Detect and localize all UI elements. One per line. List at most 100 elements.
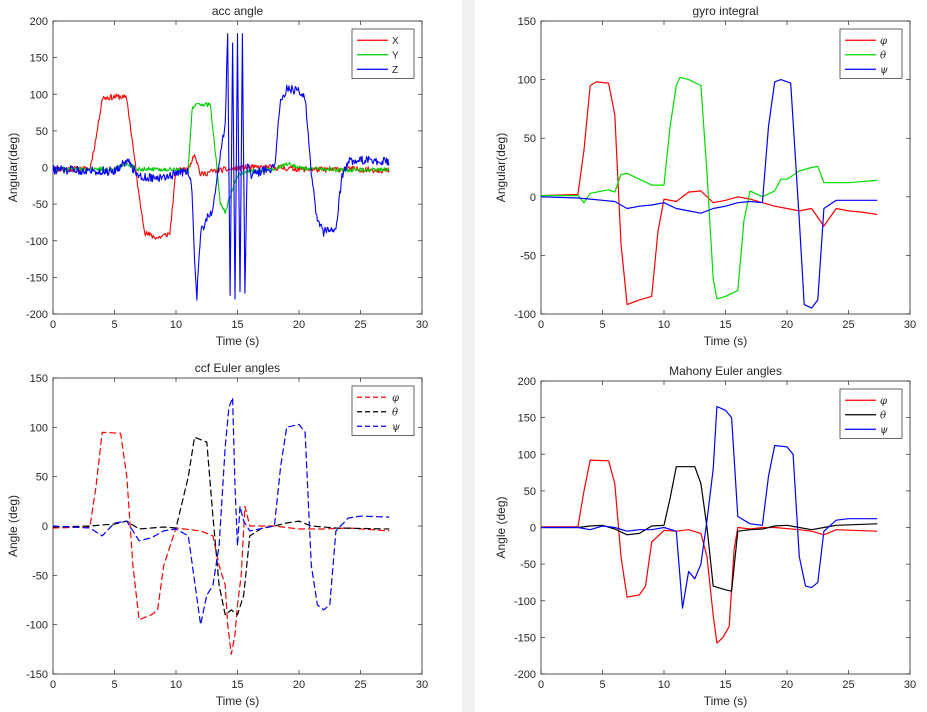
legend: φθψ xyxy=(839,28,903,79)
x-tick-label: 5 xyxy=(111,679,117,691)
x-axis-label: Time (s) xyxy=(704,334,748,348)
x-tick-label: 10 xyxy=(170,319,182,331)
x-tick-label: 30 xyxy=(416,679,428,691)
chart-2: 0 5 10 15 20 25 30 -150 -100 -50 0 50 100 150 ccf Eule… xyxy=(6,361,428,708)
series-line xyxy=(53,431,390,655)
legend-box xyxy=(839,388,903,439)
legend-label: φ xyxy=(880,36,887,47)
y-tick-label: -100 xyxy=(26,620,48,632)
series-line xyxy=(541,466,878,592)
y-tick-label: -150 xyxy=(26,272,48,284)
x-tick-label: 25 xyxy=(354,679,366,691)
x-tick-label: 10 xyxy=(170,679,182,691)
x-tick-label: 15 xyxy=(719,319,731,331)
legend-label: ψ xyxy=(880,425,888,436)
series-group xyxy=(53,397,390,655)
y-tick-label: 0 xyxy=(530,523,536,535)
y-tick-label: 100 xyxy=(30,89,48,101)
legend: XYZ xyxy=(351,28,415,79)
chart-title: Mahony Euler angles xyxy=(669,364,782,378)
chart-1: 0 5 10 15 20 25 30 -100 -50 0 50 100 150 gyro integra… xyxy=(494,4,916,348)
y-tick-label: 150 xyxy=(518,16,536,28)
legend-label: X xyxy=(392,36,399,47)
x-tick-label: 0 xyxy=(50,679,56,691)
legend-label: ψ xyxy=(880,65,888,76)
y-axis-label: Angle (deg) xyxy=(494,496,508,558)
y-tick-label: 150 xyxy=(518,413,536,425)
x-tick-label: 10 xyxy=(658,679,670,691)
legend-label: θ xyxy=(880,410,886,421)
series-line xyxy=(53,397,390,626)
y-tick-label: 0 xyxy=(530,192,536,204)
series-group xyxy=(541,406,878,644)
x-tick-label: 30 xyxy=(904,319,916,331)
legend-box xyxy=(351,28,415,79)
y-tick-label: 100 xyxy=(518,75,536,87)
chart-title: ccf Euler angles xyxy=(195,361,280,375)
legend-label: Y xyxy=(392,50,399,61)
x-tick-label: 0 xyxy=(538,679,544,691)
y-tick-label: 100 xyxy=(30,422,48,434)
y-tick-label: 0 xyxy=(42,521,48,533)
legend-label: Z xyxy=(392,65,398,76)
y-tick-label: -50 xyxy=(32,570,48,582)
series-group xyxy=(541,76,878,309)
y-tick-label: -50 xyxy=(520,250,536,262)
legend-label: φ xyxy=(880,396,887,407)
y-tick-label: 50 xyxy=(36,472,48,484)
y-axis-label: Angular(deg) xyxy=(6,133,20,202)
y-tick-label: 50 xyxy=(524,133,536,145)
chart-0: 0 5 10 15 20 25 30 -200 -150 -100 -50 0 50 100 150 200 a… xyxy=(6,4,428,348)
x-tick-label: 0 xyxy=(538,319,544,331)
legend-label: ψ xyxy=(392,422,400,433)
x-tick-label: 20 xyxy=(781,319,793,331)
y-tick-label: -100 xyxy=(514,596,536,608)
x-axis-label: Time (s) xyxy=(216,334,260,348)
legend: φθψ xyxy=(839,388,903,439)
series-line xyxy=(53,32,390,301)
x-tick-label: 0 xyxy=(50,319,56,331)
x-tick-label: 20 xyxy=(781,679,793,691)
y-tick-label: -100 xyxy=(514,309,536,321)
y-tick-label: 50 xyxy=(36,126,48,138)
x-tick-label: 5 xyxy=(111,319,117,331)
charts-root: 0 5 10 15 20 25 30-200-150-100-50050100150200a… xyxy=(6,4,916,708)
y-tick-label: 150 xyxy=(30,53,48,65)
y-tick-label: 200 xyxy=(30,16,48,28)
legend: φθψ xyxy=(351,385,415,436)
y-tick-label: 150 xyxy=(30,373,48,385)
y-axis-label: Angular(deg) xyxy=(494,133,508,202)
x-tick-label: 5 xyxy=(599,679,605,691)
x-tick-label: 30 xyxy=(904,679,916,691)
legend-box xyxy=(351,385,415,436)
x-tick-label: 25 xyxy=(842,679,854,691)
series-line xyxy=(53,436,390,616)
x-axis-label: Time (s) xyxy=(704,694,748,708)
x-tick-label: 10 xyxy=(658,319,670,331)
series-line xyxy=(541,79,878,309)
x-tick-label: 20 xyxy=(293,319,305,331)
x-tick-label: 25 xyxy=(842,319,854,331)
x-tick-label: 15 xyxy=(719,679,731,691)
legend-label: θ xyxy=(392,407,398,418)
y-tick-label: 0 xyxy=(42,163,48,175)
x-tick-label: 30 xyxy=(416,319,428,331)
x-tick-label: 25 xyxy=(354,319,366,331)
y-tick-label: 200 xyxy=(518,376,536,388)
x-tick-label: 15 xyxy=(231,319,243,331)
legend-label: φ xyxy=(392,393,399,404)
y-tick-label: -50 xyxy=(520,559,536,571)
x-axis-label: Time (s) xyxy=(216,694,260,708)
chart-title: acc angle xyxy=(212,4,264,18)
y-tick-label: 50 xyxy=(524,486,536,498)
x-tick-label: 5 xyxy=(599,319,605,331)
y-tick-label: -100 xyxy=(26,236,48,248)
y-tick-label: -150 xyxy=(514,632,536,644)
series-line xyxy=(541,76,878,300)
y-tick-label: -200 xyxy=(514,669,536,681)
y-tick-label: -50 xyxy=(32,199,48,211)
series-group xyxy=(53,32,390,301)
legend-label: θ xyxy=(880,50,886,61)
x-tick-label: 20 xyxy=(293,679,305,691)
